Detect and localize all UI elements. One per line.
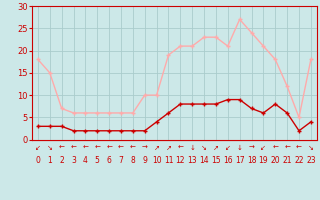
Text: ←: ←: [59, 145, 65, 151]
Text: ↘: ↘: [308, 145, 314, 151]
Text: 7: 7: [119, 156, 124, 165]
Text: ↙: ↙: [260, 145, 266, 151]
Text: 0: 0: [36, 156, 40, 165]
Text: ←: ←: [94, 145, 100, 151]
Text: ←: ←: [130, 145, 136, 151]
Text: ↗: ↗: [165, 145, 172, 151]
Text: ↘: ↘: [47, 145, 53, 151]
Text: 8: 8: [131, 156, 135, 165]
Text: 3: 3: [71, 156, 76, 165]
Text: ↙: ↙: [35, 145, 41, 151]
Text: ←: ←: [296, 145, 302, 151]
Text: 14: 14: [199, 156, 209, 165]
Text: 11: 11: [164, 156, 173, 165]
Text: ←: ←: [177, 145, 183, 151]
Text: 9: 9: [142, 156, 147, 165]
Text: 15: 15: [211, 156, 221, 165]
Text: 18: 18: [247, 156, 256, 165]
Text: ←: ←: [106, 145, 112, 151]
Text: 21: 21: [282, 156, 292, 165]
Text: 17: 17: [235, 156, 244, 165]
Text: ↓: ↓: [237, 145, 243, 151]
Text: 2: 2: [59, 156, 64, 165]
Text: ↗: ↗: [213, 145, 219, 151]
Text: 4: 4: [83, 156, 88, 165]
Text: →: →: [142, 145, 148, 151]
Text: ↗: ↗: [154, 145, 160, 151]
Text: 12: 12: [176, 156, 185, 165]
Text: ↙: ↙: [225, 145, 231, 151]
Text: 16: 16: [223, 156, 233, 165]
Text: ↓: ↓: [189, 145, 195, 151]
Text: 19: 19: [259, 156, 268, 165]
Text: 13: 13: [188, 156, 197, 165]
Text: 5: 5: [95, 156, 100, 165]
Text: ←: ←: [83, 145, 88, 151]
Text: ←: ←: [272, 145, 278, 151]
Text: 10: 10: [152, 156, 161, 165]
Text: ←: ←: [284, 145, 290, 151]
Text: 22: 22: [294, 156, 304, 165]
Text: 20: 20: [270, 156, 280, 165]
Text: ←: ←: [118, 145, 124, 151]
Text: 1: 1: [47, 156, 52, 165]
Text: ↘: ↘: [201, 145, 207, 151]
Text: →: →: [249, 145, 254, 151]
Text: 6: 6: [107, 156, 112, 165]
Text: ←: ←: [71, 145, 76, 151]
Text: 23: 23: [306, 156, 316, 165]
